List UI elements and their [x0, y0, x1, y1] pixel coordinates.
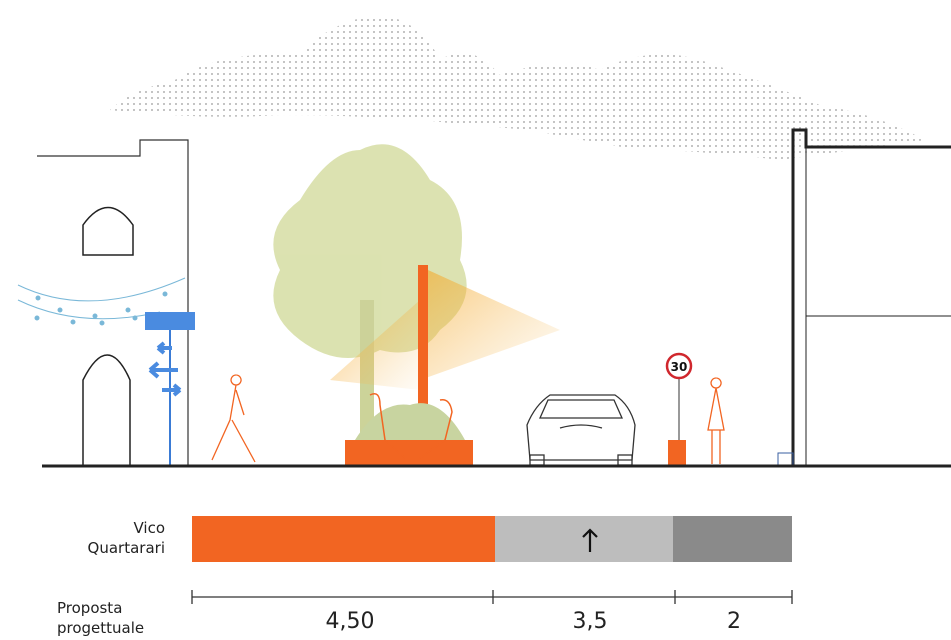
proposal-label: progettuale — [57, 619, 144, 637]
clouds — [110, 15, 925, 160]
dimension: 4,50 — [326, 609, 375, 634]
street-name: Vico — [133, 519, 165, 537]
dimension: 3,5 — [573, 609, 608, 634]
street-lamp — [330, 265, 560, 440]
speed-sign: 30 — [665, 352, 693, 466]
dimension: 2 — [727, 609, 741, 634]
speed-limit: 30 — [671, 360, 688, 374]
street-name: Quartarari — [88, 539, 165, 557]
pedestrians — [211, 374, 725, 464]
planter-bench — [345, 393, 473, 466]
direction-sign — [145, 312, 195, 466]
section-bar — [192, 516, 792, 562]
right-building — [777, 128, 951, 467]
left-building — [37, 139, 189, 466]
string-lights — [17, 277, 186, 326]
dimension-line — [191, 590, 793, 604]
car — [526, 394, 636, 466]
proposal-label: Proposta — [57, 599, 122, 617]
